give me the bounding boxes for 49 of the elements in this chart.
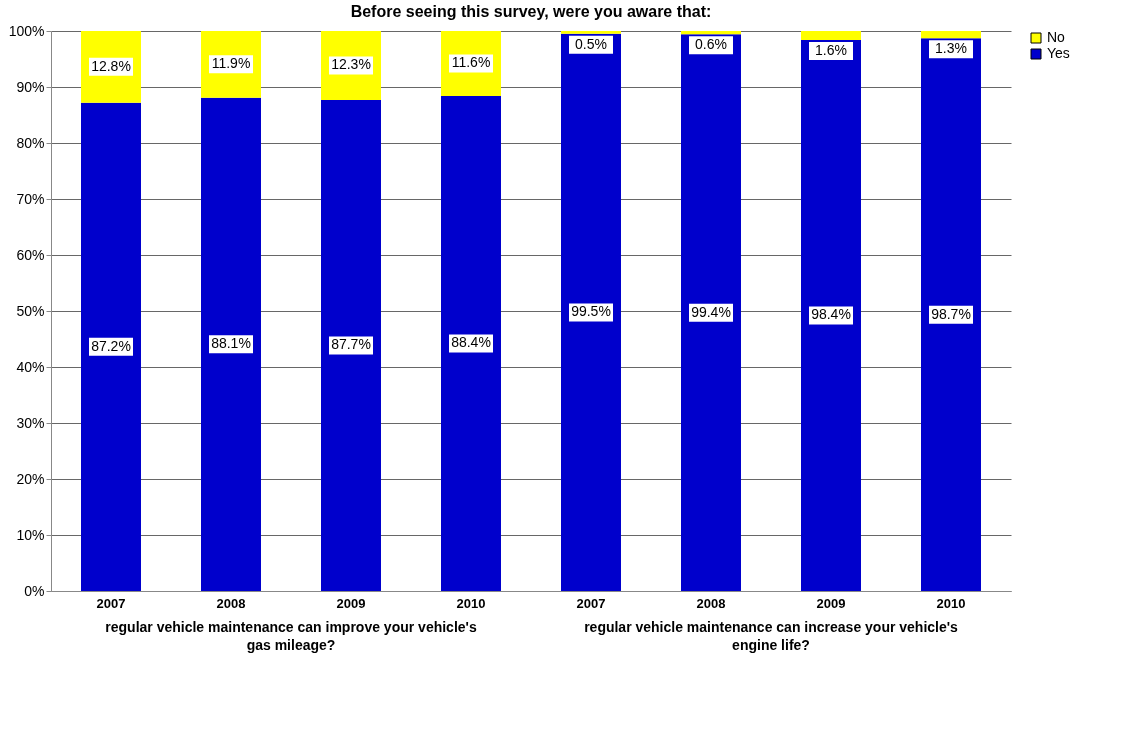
x-tick-label: 2008 bbox=[696, 595, 726, 611]
text: regular vehicle maintenance can improve your vehicle's gas mileage? bbox=[105, 619, 477, 653]
data-label: 0.5% bbox=[575, 35, 607, 52]
x-tick-label: 2007 bbox=[96, 595, 126, 611]
y-tick-label: 90% bbox=[16, 78, 45, 95]
data-label: 11.9% bbox=[211, 55, 251, 72]
x-tick-label: 2009 bbox=[336, 595, 366, 611]
data-label: 1.6% bbox=[815, 41, 847, 58]
bar bbox=[921, 38, 981, 591]
y-tick-label: 0% bbox=[24, 582, 45, 599]
data-label: 1.3% bbox=[935, 40, 967, 57]
data-label: 87.2% bbox=[91, 337, 131, 354]
x-tick-label: 2009 bbox=[816, 595, 846, 611]
y-tick-label: 40% bbox=[16, 358, 45, 375]
bar bbox=[201, 97, 261, 591]
bar bbox=[681, 34, 741, 591]
y-tick-label: 50% bbox=[16, 302, 45, 319]
data-label: 98.7% bbox=[931, 305, 971, 322]
x-tick-label: 2010 bbox=[456, 595, 486, 611]
data-label: 87.7% bbox=[331, 336, 371, 353]
y-tick-label: 80% bbox=[16, 134, 45, 151]
bar bbox=[81, 102, 141, 591]
chart-title: Before seeing this survey, were you aware that: bbox=[350, 3, 712, 20]
text: regular vehicle maintenance can increase your vehicle's engine life? bbox=[584, 619, 959, 653]
x-tick-label: 2010 bbox=[936, 595, 966, 611]
legend-label: No bbox=[1047, 29, 1066, 45]
bar bbox=[561, 33, 621, 591]
y-tick-label: 70% bbox=[16, 190, 45, 207]
data-label: 99.4% bbox=[691, 303, 731, 320]
x-tick-label: 2008 bbox=[216, 595, 246, 611]
y-tick-label: 20% bbox=[16, 470, 45, 487]
y-tick-label: 30% bbox=[16, 414, 45, 431]
data-label: 11.6% bbox=[451, 54, 491, 71]
data-label: 98.4% bbox=[811, 306, 851, 323]
data-label: 88.1% bbox=[211, 335, 251, 352]
bar bbox=[561, 31, 621, 34]
bar bbox=[441, 95, 501, 591]
y-tick-label: 10% bbox=[16, 526, 45, 543]
data-label: 12.3% bbox=[331, 56, 371, 73]
legend-label: Yes bbox=[1047, 45, 1070, 61]
data-label: 88.4% bbox=[451, 334, 491, 351]
y-tick-label: 100% bbox=[8, 22, 45, 39]
y-tick-label: 60% bbox=[16, 246, 45, 263]
bar bbox=[801, 39, 861, 591]
data-label: 12.8% bbox=[91, 57, 131, 74]
data-label: 0.6% bbox=[695, 36, 727, 53]
data-label: 99.5% bbox=[571, 303, 611, 320]
x-tick-label: 2007 bbox=[576, 595, 606, 611]
bar bbox=[321, 99, 381, 591]
